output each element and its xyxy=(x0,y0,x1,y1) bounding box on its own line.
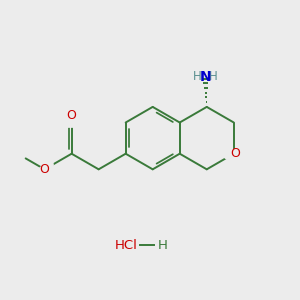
Text: O: O xyxy=(67,109,76,122)
Text: O: O xyxy=(230,147,240,160)
Text: N: N xyxy=(200,70,211,84)
Text: H: H xyxy=(208,70,217,83)
Text: HCl: HCl xyxy=(115,238,138,252)
Text: O: O xyxy=(40,163,50,176)
Text: H: H xyxy=(158,238,167,252)
Text: H: H xyxy=(193,70,202,83)
